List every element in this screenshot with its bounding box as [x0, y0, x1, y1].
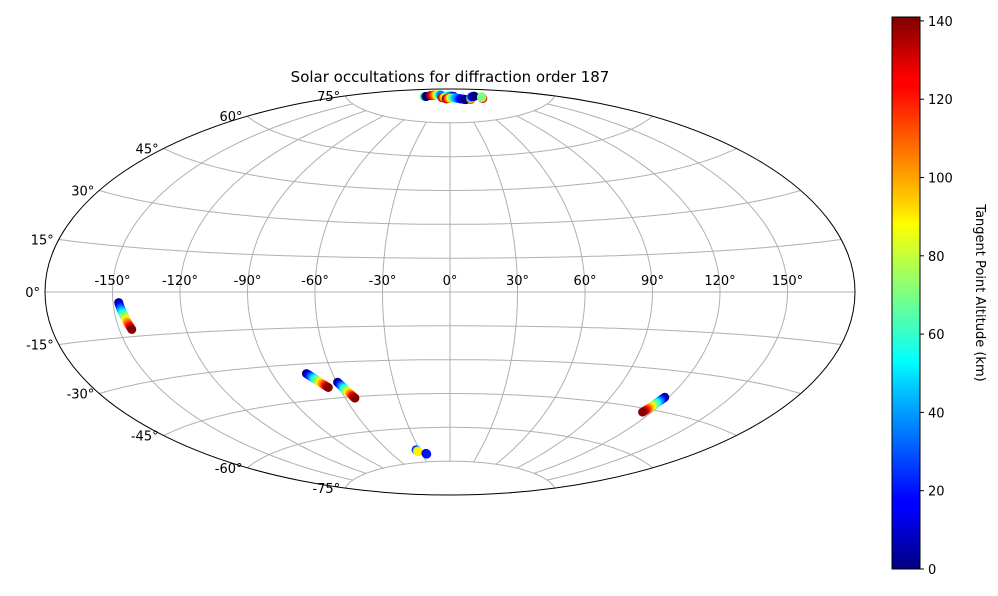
- data-point: [638, 407, 648, 417]
- ytick-label: -45°: [131, 430, 159, 445]
- colorbar-tick-label: 120: [928, 93, 953, 108]
- colorbar-tick-label: 60: [928, 328, 945, 343]
- xtick-label: 150°: [772, 274, 803, 289]
- xtick-label: -30°: [369, 274, 397, 289]
- colorbar-label: Tangent Point Altitude (km): [972, 203, 987, 381]
- ytick-label: 75°: [317, 90, 340, 105]
- chart-title: Solar occultations for diffraction order…: [291, 68, 610, 86]
- data-point: [350, 393, 360, 403]
- xtick-label: -150°: [94, 274, 130, 289]
- parallel-line: [344, 460, 556, 489]
- colorbar-tick-label: 140: [928, 15, 953, 30]
- meridian-line: [179, 110, 367, 474]
- colorbar-tick-label: 0: [928, 563, 936, 578]
- xtick-label: -60°: [301, 274, 329, 289]
- meridian-line: [533, 110, 721, 474]
- colorbar: [891, 16, 921, 570]
- meridian-line: [111, 103, 354, 481]
- meridian-line: [473, 121, 518, 463]
- xtick-label: -90°: [234, 274, 262, 289]
- xtick-label: 0°: [443, 274, 458, 289]
- ytick-label: -30°: [67, 388, 95, 403]
- meridian-line: [314, 119, 405, 465]
- colorbar-tick-label: 100: [928, 172, 953, 187]
- ytick-label: 0°: [25, 286, 40, 301]
- ytick-label: 15°: [31, 234, 54, 249]
- occultation-points: [114, 90, 670, 459]
- meridian-line: [516, 115, 654, 469]
- data-point: [469, 91, 479, 101]
- data-point: [323, 383, 333, 392]
- longitude-tick-labels: -150° -120° -90° -60° -30° 0° 30° 60° 90° 120° 150…: [94, 274, 803, 289]
- graticule: [45, 95, 855, 489]
- xtick-label: 30°: [506, 274, 529, 289]
- xtick-label: 60°: [573, 274, 596, 289]
- map-boundary: [44, 88, 856, 496]
- ytick-label: 45°: [136, 143, 159, 158]
- colorbar-ticks: 0 20 40 60 80 100 120 140: [920, 15, 953, 578]
- ytick-label: 30°: [71, 185, 94, 200]
- meridian-line: [246, 115, 384, 469]
- ytick-label: 60°: [219, 110, 242, 125]
- data-point: [477, 92, 487, 102]
- meridian-line: [382, 121, 427, 463]
- meridian-line: [546, 103, 789, 481]
- data-point: [422, 449, 432, 459]
- colorbar-tick-label: 80: [928, 250, 945, 265]
- ytick-label: -60°: [215, 462, 243, 477]
- xtick-label: -120°: [162, 274, 198, 289]
- colorbar-tick-label: 40: [928, 406, 945, 421]
- latitude-tick-labels: -75° -60° -45° -30° -15° 0° 15° 30° 45° 60° 75°: [25, 90, 340, 497]
- meridian-line: [495, 119, 586, 465]
- xtick-label: 90°: [641, 274, 664, 289]
- data-point: [413, 447, 423, 457]
- colorbar-tick-label: 20: [928, 485, 945, 500]
- xtick-label: 120°: [704, 274, 735, 289]
- data-point: [127, 324, 137, 334]
- ytick-label: -15°: [26, 339, 54, 354]
- ytick-label: -75°: [312, 482, 340, 497]
